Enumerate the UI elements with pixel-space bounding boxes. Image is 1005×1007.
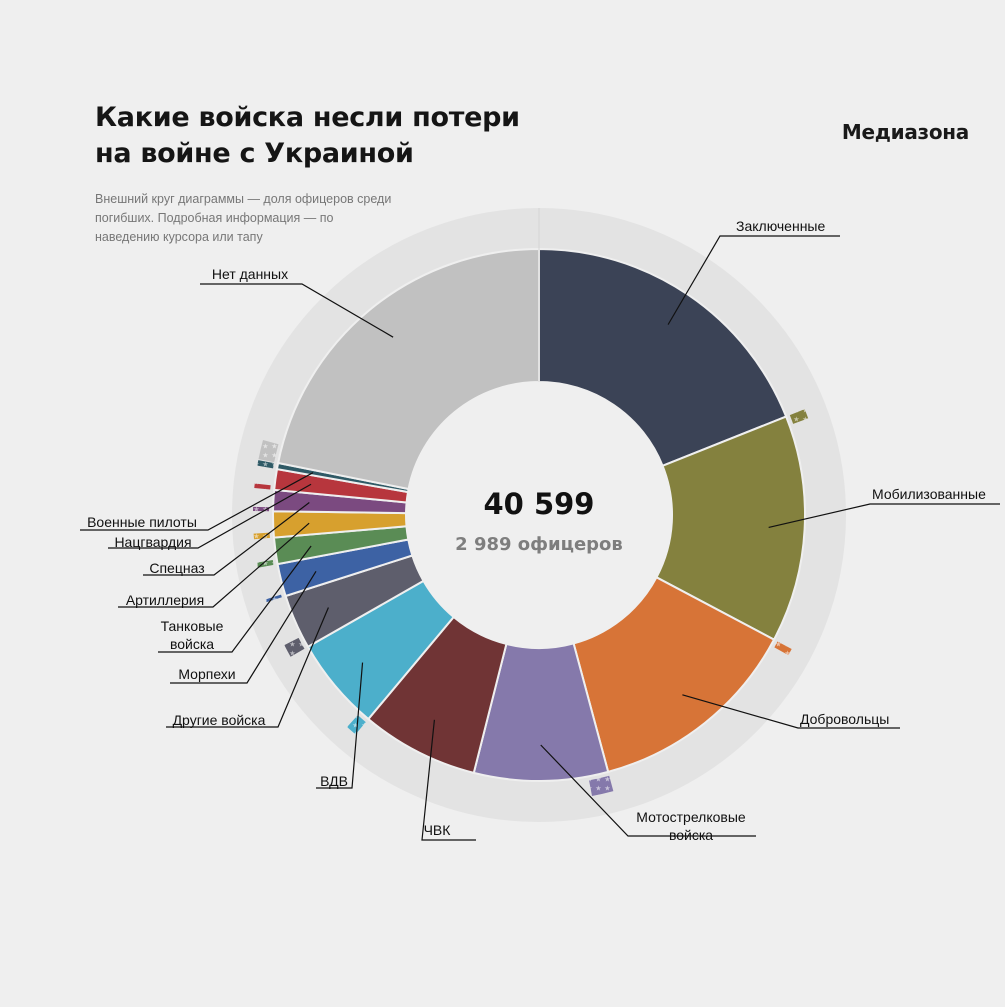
leader-line <box>166 607 329 728</box>
officer-share-arc[interactable] <box>254 483 271 490</box>
officer-share-arc[interactable] <box>347 715 366 735</box>
series-label: Морпехи <box>178 666 235 682</box>
total-count: 40 599 <box>484 487 595 521</box>
officer-share-arc[interactable] <box>284 637 305 657</box>
brand-logo[interactable]: Медиазона <box>841 120 969 144</box>
chart-title: Какие войска несли потери на войне с Укр… <box>95 102 520 169</box>
series-label: Спецназ <box>149 560 204 576</box>
officer-share-arc[interactable] <box>257 560 274 568</box>
series-label: ВДВ <box>320 773 348 789</box>
series-label: Военные пилоты <box>87 514 197 530</box>
leader-line <box>158 545 312 653</box>
series-label: Артиллерия <box>126 592 204 608</box>
donut-slice[interactable] <box>538 247 788 468</box>
leader-line <box>118 522 310 608</box>
officer-share-arc[interactable] <box>258 439 279 463</box>
leader-line <box>170 571 317 684</box>
series-label: ЧВК <box>424 822 452 838</box>
leader-line <box>143 502 310 576</box>
leader-line <box>108 483 312 549</box>
series-label: Мобилизованные <box>872 486 986 502</box>
series-label: Заключенные <box>736 218 825 234</box>
leader-line <box>768 503 1000 529</box>
leader-line <box>667 235 840 325</box>
donut-slice[interactable] <box>276 247 540 491</box>
officer-share-arc[interactable] <box>774 641 792 656</box>
series-label: Нет данных <box>212 266 288 282</box>
leader-line <box>200 283 394 338</box>
donut-slice[interactable] <box>655 415 806 641</box>
leader-line <box>80 472 314 531</box>
donut-slice[interactable] <box>572 575 776 774</box>
chart-subtitle: Внешний круг диаграммы — доля офицеров с… <box>95 192 392 244</box>
leader-line <box>316 662 364 789</box>
officer-share-arc[interactable] <box>265 594 282 603</box>
officer-share-arc[interactable] <box>589 775 614 797</box>
officer-share-arc[interactable] <box>257 460 275 469</box>
series-label: Другие войска <box>173 712 266 728</box>
officer-share-arc[interactable] <box>253 532 270 540</box>
series-label: Мотострелковые войска <box>636 809 746 843</box>
officers-count: 2 989 офицеров <box>455 534 623 555</box>
leader-line <box>540 744 756 837</box>
officer-share-arc[interactable] <box>789 409 809 424</box>
series-label: Добровольцы <box>800 711 889 727</box>
series-label: Танковые войска <box>161 618 224 652</box>
leader-line <box>421 719 476 841</box>
series-label: Нацгвардия <box>114 534 191 550</box>
leader-line <box>682 694 900 729</box>
